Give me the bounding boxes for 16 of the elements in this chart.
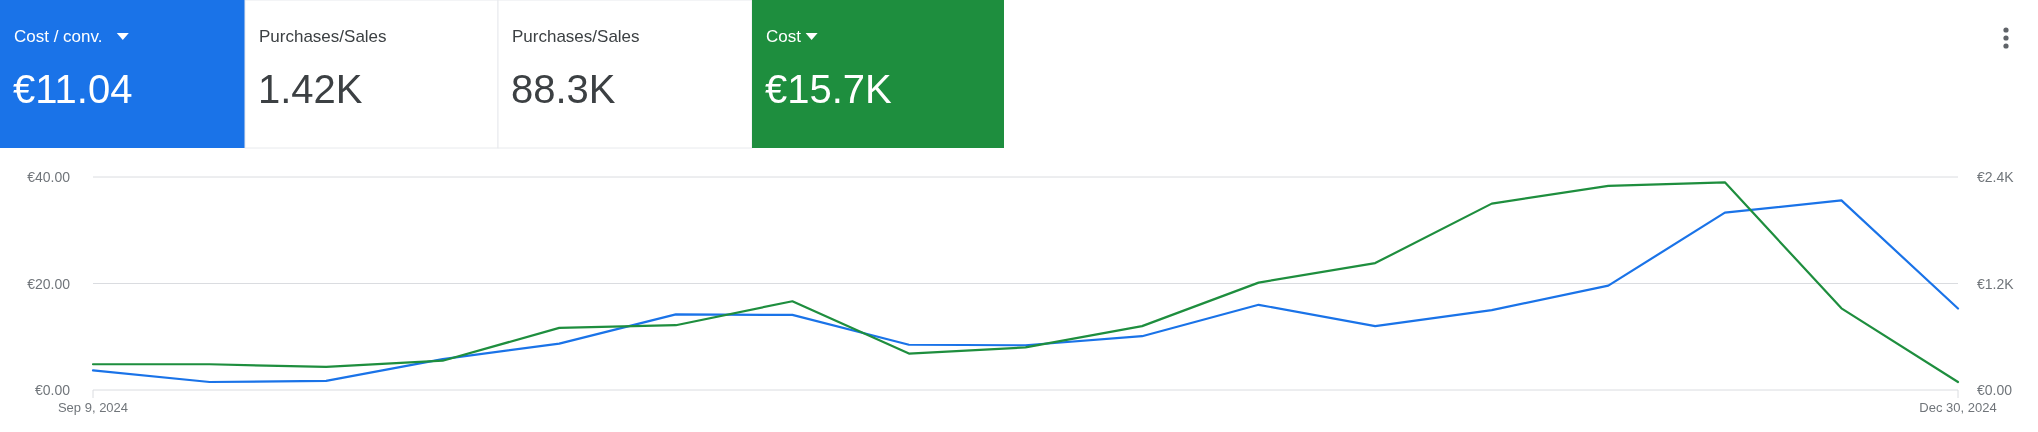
text: 1.42K bbox=[258, 67, 363, 111]
text: Cost bbox=[766, 27, 802, 46]
text: €11.04 bbox=[13, 67, 133, 111]
x-tick-label: Sep 9, 2024 bbox=[57, 400, 129, 415]
text: 88.3K bbox=[511, 67, 616, 111]
text: Cost / conv. bbox=[14, 27, 103, 46]
x-tick-label: Dec 30, 2024 bbox=[1919, 400, 1997, 415]
y-tick-label: €0.00 bbox=[34, 382, 71, 398]
text: €15.7K bbox=[765, 67, 893, 111]
text: Purchases/Sales bbox=[259, 27, 387, 46]
y2-tick-label: €1.2K bbox=[1977, 275, 2015, 292]
y-tick-label: €40.00 bbox=[27, 169, 71, 185]
text: Purchases/Sales bbox=[512, 27, 640, 46]
y2-tick-label: €2.4K bbox=[1977, 169, 2015, 185]
y-tick-label: €20.00 bbox=[27, 275, 71, 292]
y2-tick-label: €0.00 bbox=[1977, 382, 2013, 398]
